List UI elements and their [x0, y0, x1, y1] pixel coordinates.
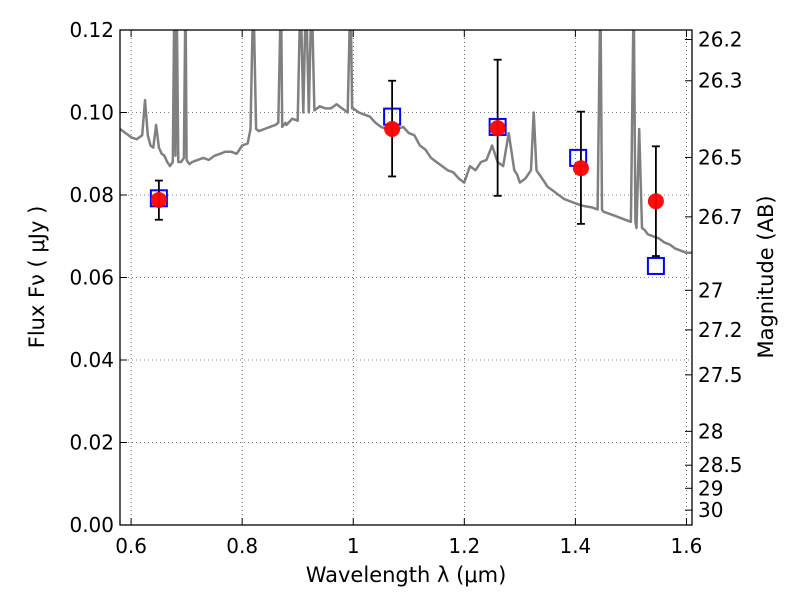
x-axis-label: Wavelength λ (μm): [306, 563, 507, 587]
magnitude-tick-label: 27.2: [698, 318, 743, 342]
y-tick-label: 0.12: [69, 18, 114, 42]
magnitude-tick-label: 29: [698, 476, 723, 500]
x-axis-ticks: 0.6 0.8 1 1.2 1.4 1.6: [115, 30, 702, 558]
x-tick-label: 0.8: [226, 534, 258, 558]
observed-points: [150, 58, 664, 257]
y-axis-label: Flux Fν ( μJy ): [25, 206, 49, 349]
model-spectrum: [120, 30, 692, 255]
y-axis-ticks: 0.00 0.02 0.04 0.06 0.08 0.10 0.12: [69, 18, 127, 537]
magnitude-tick-label: 27: [698, 278, 723, 302]
observed-point: [647, 193, 664, 210]
x-tick-label: 1: [347, 534, 360, 558]
magnitude-tick-label: 26.3: [698, 69, 743, 93]
y-tick-label: 0.00: [69, 513, 114, 537]
magnitude-tick-label: 26.7: [698, 205, 743, 229]
magnitude-tick-label: 27.5: [698, 363, 743, 387]
magnitude-tick-label: 26.5: [698, 145, 743, 169]
magnitude-tick-label: 28.5: [698, 453, 743, 477]
magnitude-tick-label: 30: [698, 498, 723, 522]
magnitude-tick-label: 26.2: [698, 27, 743, 51]
y-tick-label: 0.06: [69, 266, 114, 290]
magnitude-tick-label: 28: [698, 419, 723, 443]
spectrum-line: [120, 30, 692, 255]
magnitude-axis-label: Magnitude (AB): [754, 195, 778, 358]
y-tick-label: 0.10: [69, 101, 114, 125]
y-tick-label: 0.04: [69, 348, 114, 372]
y-tick-label: 0.08: [69, 183, 114, 207]
observed-point: [150, 191, 167, 208]
model-point: [646, 256, 665, 275]
x-tick-label: 1.2: [448, 534, 480, 558]
y-tick-label: 0.02: [69, 431, 114, 455]
x-tick-label: 1.6: [671, 534, 703, 558]
observed-point: [572, 160, 589, 177]
observed-point: [384, 121, 401, 137]
x-tick-label: 1.4: [559, 534, 591, 558]
observed-point: [489, 120, 506, 137]
x-tick-label: 0.6: [115, 534, 147, 558]
